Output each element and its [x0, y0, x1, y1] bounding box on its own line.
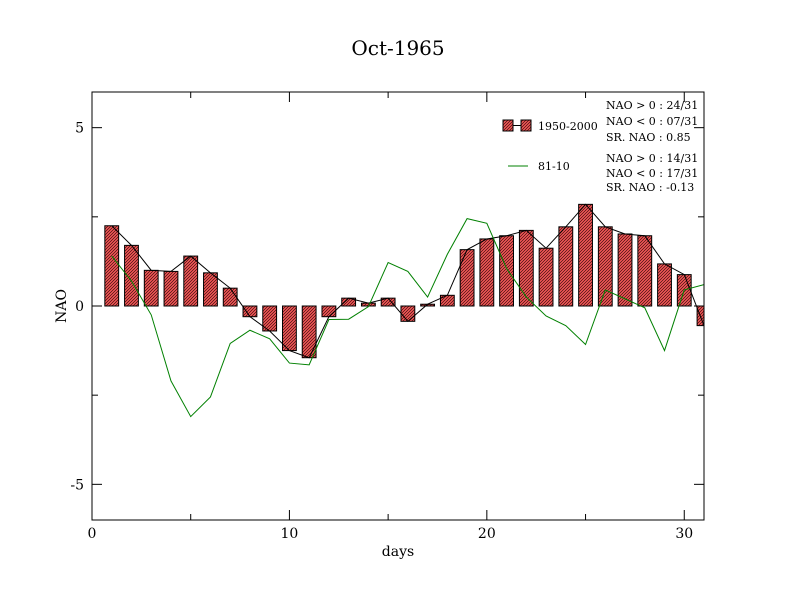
bar-day-23: [538, 247, 554, 307]
y-tick-label-5: 5: [75, 121, 84, 137]
bar-day-19: [459, 249, 475, 307]
bar-day-7: [222, 287, 238, 307]
legend-stat-8110-neg: NAO < 0 : 17/31: [606, 167, 698, 180]
legend-stat-1950-pos: NAO > 0 : 24/31: [606, 99, 698, 112]
bar-day-3: [143, 269, 159, 307]
bar-day-20: [479, 238, 495, 307]
legend-swatch-bars-left: [502, 119, 514, 132]
y-tick-label--5: -5: [70, 477, 84, 493]
x-tick-label-30: 30: [675, 526, 693, 542]
bar-day-5: [183, 255, 199, 307]
legend: 1950-2000 NAO > 0 : 24/31 NAO < 0 : 07/3…: [502, 99, 698, 194]
legend-stat-1950-neg: NAO < 0 : 07/31: [606, 115, 698, 128]
line-81-10: [111, 218, 704, 418]
x-tick-label-10: 10: [281, 526, 299, 542]
bar-day-1: [104, 225, 120, 307]
x-tick-label-20: 20: [478, 526, 496, 542]
bar-day-27: [617, 233, 633, 307]
bar-day-21: [499, 235, 514, 307]
bar-day-22: [518, 229, 534, 307]
bar-day-29: [657, 263, 672, 307]
chart-title: Oct-1965: [351, 36, 444, 60]
bar-day-18: [439, 294, 455, 307]
legend-label-81-10: 81-10: [538, 160, 570, 173]
bar-series: [104, 203, 704, 359]
bar-day-16: [400, 305, 416, 322]
bar-day-11: [301, 305, 317, 359]
legend-swatch-bars-right: [520, 119, 532, 132]
axes: 0 10 20 30 -5 0 5: [70, 92, 704, 542]
x-axis-label: days: [382, 544, 414, 560]
bar-day-8: [242, 305, 258, 318]
x-tick-label-0: 0: [88, 526, 97, 542]
bar-day-25: [578, 203, 593, 307]
legend-label-1950-2000: 1950-2000: [538, 120, 598, 133]
y-axis-label: NAO: [54, 289, 70, 323]
bar-day-24: [558, 226, 574, 307]
bar-day-6: [203, 272, 218, 307]
bar-day-28: [637, 235, 653, 307]
legend-stat-1950-sr: SR. NAO : 0.85: [606, 131, 691, 144]
bar-day-10: [282, 305, 297, 352]
legend-stat-8110-pos: NAO > 0 : 14/31: [606, 152, 698, 165]
y-tick-label-0: 0: [75, 299, 84, 315]
bar-day-26: [597, 226, 613, 307]
line-series: [111, 203, 704, 418]
legend-stat-8110-sr: SR. NAO : -0.13: [606, 181, 694, 194]
bar-day-12: [321, 305, 337, 318]
line-1950-2000: [111, 203, 704, 359]
bar-day-4: [163, 270, 179, 307]
